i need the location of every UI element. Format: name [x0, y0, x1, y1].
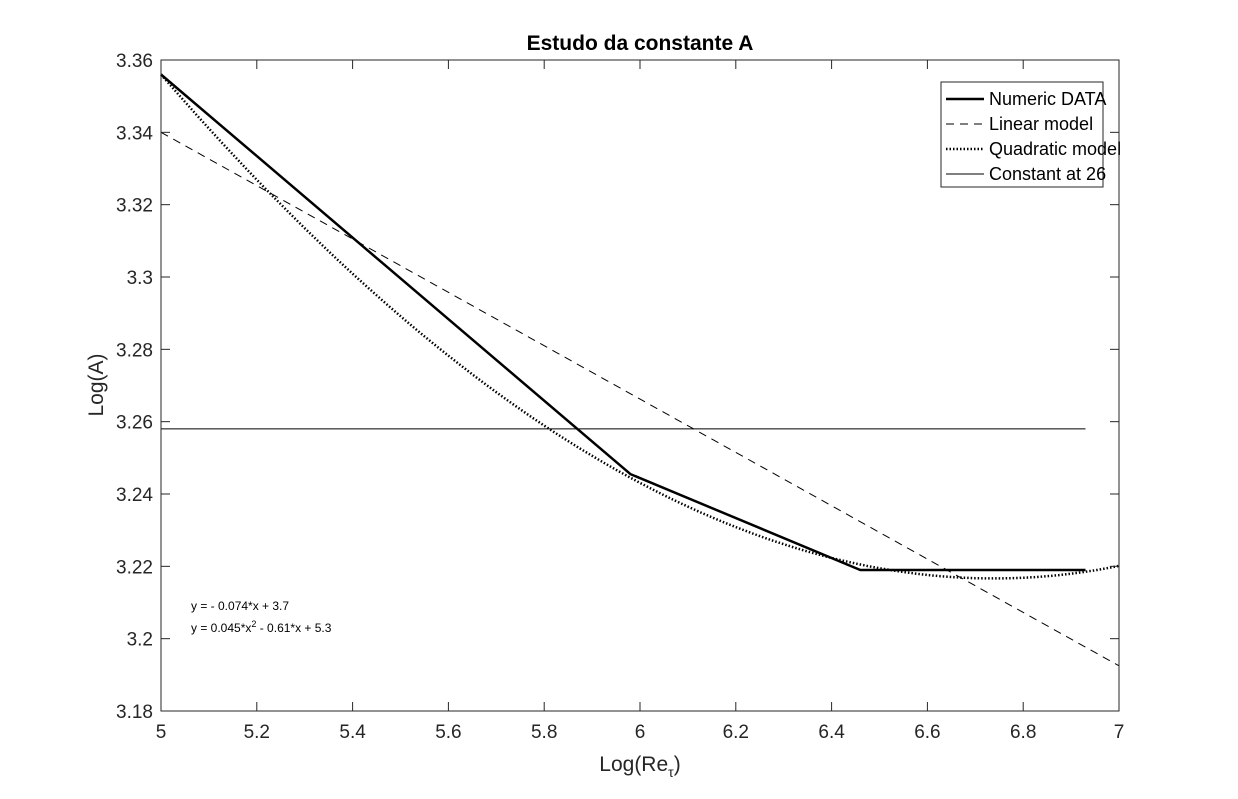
x-axis-label-close: ): [674, 753, 681, 776]
y-tick-label: 3.2: [127, 630, 153, 651]
chart-title: Estudo da constante A: [527, 32, 754, 55]
x-tick-label: 5: [156, 722, 167, 743]
series-layer: [160, 73, 1120, 667]
x-tick-label: 7: [1114, 722, 1125, 743]
quadratic-equation-annotation: y = 0.045*x2 - 0.61*x + 5.3: [191, 619, 332, 635]
quad-eq-part-b: - 0.61*x + 5.3: [256, 621, 331, 635]
y-tick-label: 3.28: [116, 340, 153, 361]
y-tick-label: 3.3: [127, 268, 153, 289]
x-tick-label: 5.8: [531, 722, 557, 743]
x-axis-label: Log(Reτ): [599, 753, 680, 780]
y-tick-label: 3.34: [116, 123, 153, 144]
legend-label-constant: Constant at 26: [989, 164, 1106, 184]
quad-eq-superscript: 2: [251, 619, 256, 629]
y-axis-label: Log(A): [85, 353, 108, 416]
legend: Numeric DATA Linear model Quadratic mode…: [940, 81, 1121, 188]
y-tick-label: 3.36: [116, 51, 153, 72]
x-tick-label: 6: [635, 722, 646, 743]
x-axis-label-sub: τ: [668, 764, 674, 780]
x-tick-label: 5.2: [244, 722, 270, 743]
legend-label-linear-model: Linear model: [989, 114, 1093, 134]
linear-equation-annotation: y = - 0.074*x + 3.7: [191, 599, 289, 613]
x-tick-label: 6.8: [1010, 722, 1036, 743]
quad-eq-part-a: y = 0.045*x: [191, 621, 251, 635]
x-tick-label: 6.2: [723, 722, 749, 743]
y-tick-label: 3.18: [116, 702, 153, 723]
x-tick-label: 5.4: [339, 722, 366, 743]
series-line-0: [160, 73, 1086, 572]
y-tick-label: 3.22: [116, 557, 153, 578]
x-axis-label-main: Log(Re: [599, 753, 668, 776]
series-line-1: [160, 131, 1120, 667]
x-tick-label: 5.6: [435, 722, 461, 743]
y-tick-label: 3.24: [116, 485, 153, 506]
ticks-layer: 5 5.2 5.4 5.6 5.8 6 6.2 6.4 6.6 6.8 7 3.18 3.2 3.22 3.…: [116, 51, 1124, 743]
y-tick-label: 3.26: [116, 413, 153, 434]
legend-label-quadratic-model: Quadratic model: [989, 139, 1121, 159]
y-tick-label: 3.32: [116, 196, 153, 217]
legend-label-numeric-data: Numeric DATA: [989, 89, 1106, 109]
x-tick-label: 6.6: [914, 722, 940, 743]
x-tick-label: 6.4: [818, 722, 845, 743]
